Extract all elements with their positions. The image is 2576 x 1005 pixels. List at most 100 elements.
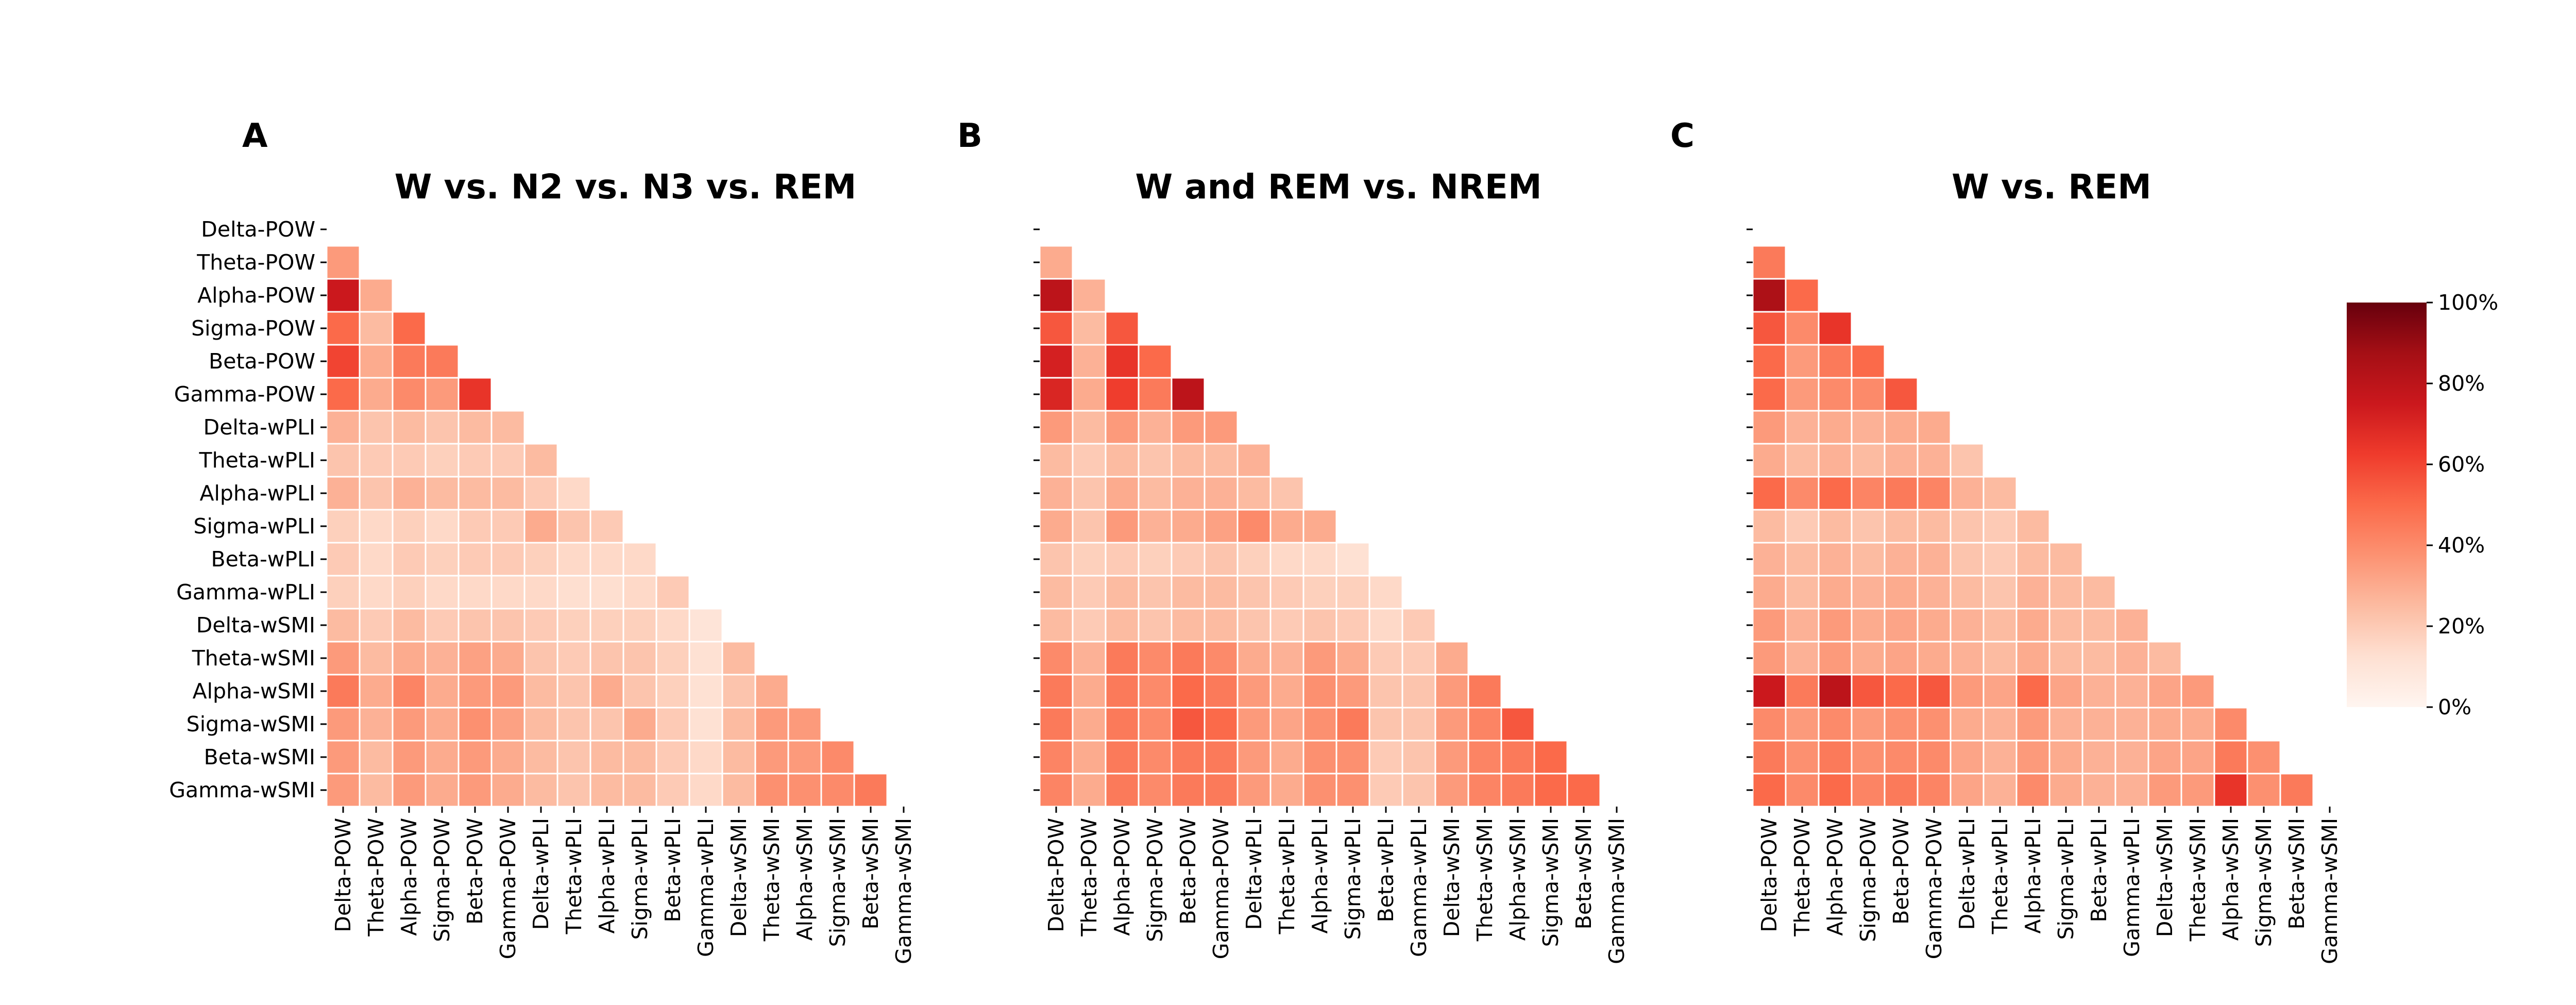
heatmap-cell [1917,410,1952,445]
y-tick-labels [1747,228,1753,791]
panel-title: W vs. N2 vs. N3 vs. REM [395,167,857,207]
heatmap-cell [1072,278,1107,313]
heatmap-cell [1138,641,1173,676]
heatmap-cell [1072,344,1107,379]
heatmap-cell [1105,410,1140,445]
heatmap-cell [523,509,558,544]
heatmap-cell [1785,443,1820,478]
heatmap-cell [2048,740,2083,775]
heatmap-cell [1851,344,1886,379]
heatmap-cell [721,674,756,709]
heatmap-cell [1368,707,1403,742]
x-tick-label: Beta-POW [463,818,487,925]
x-tick-label: Delta-wPLI [1955,818,1979,930]
heatmap-cell [2147,674,2182,709]
heatmap-cell [392,410,427,445]
heatmap-cell [2015,608,2050,643]
heatmap-cell [1171,740,1206,775]
heatmap-cell [1500,773,1535,808]
heatmap-cell [490,641,526,676]
heatmap-cell [2147,740,2182,775]
x-tick-label: Sigma-POW [1143,818,1167,942]
heatmap-cell [1171,476,1206,511]
heatmap-cell [359,311,394,346]
heatmap-cell [326,377,361,412]
heatmap-cell [1039,674,1074,709]
heatmap-cell [787,773,822,808]
heatmap-cell [1752,311,1787,346]
heatmap-cell [556,674,591,709]
x-tick-label: Gamma-wPLI [693,818,718,957]
heatmap-cell [1269,575,1304,610]
heatmap-cell [1138,344,1173,379]
heatmap-cell [1204,410,1239,445]
heatmap-cell [1105,443,1140,478]
heatmap-cell [523,608,558,643]
heatmap-cell [1039,344,1074,379]
heatmap-cell [425,410,460,445]
heatmap-cell [1752,278,1787,313]
x-tick-label: Gamma-POW [496,818,520,959]
heatmap-cell [359,377,394,412]
heatmap-cell [721,641,756,676]
heatmap-cell [425,575,460,610]
heatmap-cell [2213,773,2248,808]
heatmap-cell [1917,740,1952,775]
heatmap-cell [1072,476,1107,511]
heatmap-cell [1851,773,1886,808]
heatmap-cell [1171,410,1206,445]
heatmap-cell [1401,773,1436,808]
heatmap-cell [2180,674,2215,709]
heatmap-cell [2048,608,2083,643]
heatmap-cell [1818,773,1853,808]
heatmap-cell [1171,377,1206,412]
x-tick-label: Sigma-POW [430,818,454,942]
heatmap-cell [2015,740,2050,775]
x-tick-label: Beta-POW [1889,818,1913,925]
heatmap-cell [1204,707,1239,742]
heatmap-cell [1204,773,1239,808]
heatmap-cell [1851,608,1886,643]
heatmap-cell [425,509,460,544]
heatmap-cell [2213,707,2248,742]
y-tick-label: Delta-wSMI [196,613,315,638]
heatmap-cell [1982,740,2018,775]
x-tick-label: Alpha-POW [1110,818,1134,936]
heatmap-cell [1039,707,1074,742]
heatmap-cell [523,443,558,478]
heatmap-cell [622,542,657,577]
heatmap-cell [1105,740,1140,775]
heatmap-cell [1368,674,1403,709]
x-tick-label: Theta-wPLI [1275,818,1299,934]
x-tick-label: Theta-POW [1077,818,1101,937]
heatmap-cell [425,344,460,379]
heatmap-cell [392,740,427,775]
y-tick-label: Alpha-POW [197,283,315,308]
heatmap-cell [1752,344,1787,379]
heatmap-cell [1982,641,2018,676]
heatmap-cell [425,443,460,478]
heatmap-cell [2147,773,2182,808]
heatmap-cell [2081,674,2116,709]
heatmap-cell [1752,740,1787,775]
heatmap-cell [1851,476,1886,511]
heatmap-cell [556,707,591,742]
heatmap-cell [1752,542,1787,577]
heatmap-cell [490,707,526,742]
heatmap-cell [1752,509,1787,544]
heatmap-cell [1917,476,1952,511]
heatmap-cell [1434,707,1469,742]
heatmap-cell [1884,740,1919,775]
heatmap-cell [1072,773,1107,808]
heatmap-cell [1884,410,1919,445]
heatmap-cell [1884,509,1919,544]
heatmap-cell [1138,410,1173,445]
heatmap-cell [523,641,558,676]
x-tick-label: Alpha-wSMI [2218,818,2243,941]
heatmap-cell [523,674,558,709]
heatmap-cell [1401,740,1436,775]
heatmap-cell [490,410,526,445]
heatmap-cell [1884,773,1919,808]
heatmap-cell [2147,641,2182,676]
heatmap-cell [1302,674,1337,709]
